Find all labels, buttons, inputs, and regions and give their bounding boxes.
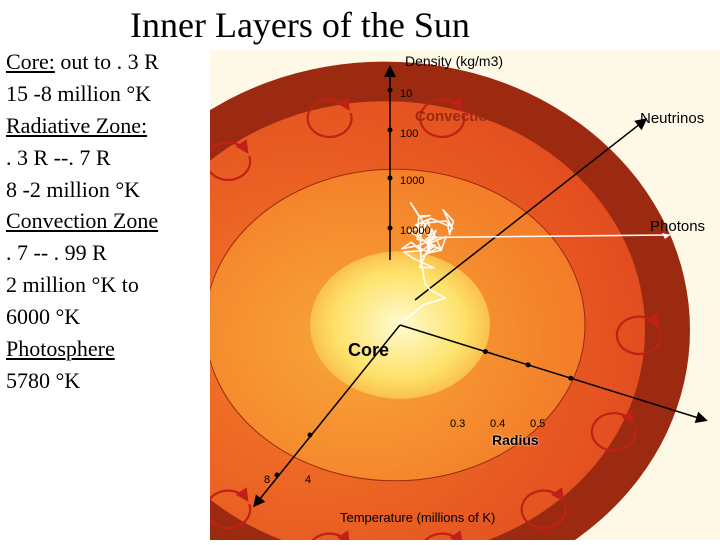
radiative-temp: 8 -2 million °K	[6, 174, 206, 206]
neutrinos-label: Neutrinos	[640, 110, 704, 127]
photosphere-temp: 5780 °K	[6, 365, 206, 397]
page-title: Inner Layers of the Sun	[130, 4, 470, 46]
layer-text-column: Core: out to . 3 R 15 -8 million °K Radi…	[6, 46, 206, 397]
convection-heading: Convection Zone	[6, 205, 206, 237]
y-tick-1000: 1000	[400, 175, 424, 187]
x-tick-4: 4	[305, 474, 311, 486]
core-range: out to . 3 R	[55, 49, 159, 74]
radius-tick-03: 0.3	[450, 418, 465, 430]
y-tick-10: 10	[400, 88, 412, 100]
radiative-heading: Radiative Zone:	[6, 110, 206, 142]
y-tick-100: 100	[400, 128, 418, 140]
core-zone-label: Core	[348, 340, 389, 361]
convection-range: . 7 -- . 99 R	[6, 237, 206, 269]
core-temp: 15 -8 million °K	[6, 78, 206, 110]
sun-cutaway-diagram: Density (kg/m3) 10 100 1000 10000 8 4 Te…	[210, 50, 720, 540]
photons-label: Photons	[650, 218, 705, 235]
radius-axis-label: Radius	[492, 432, 539, 448]
photosphere-heading: Photosphere	[6, 333, 206, 365]
radiative-range: . 3 R --. 7 R	[6, 142, 206, 174]
convection-temp-1: 2 million °K to	[6, 269, 206, 301]
convection-temp-2: 6000 °K	[6, 301, 206, 333]
core-heading: Core:	[6, 49, 55, 74]
convection-zone-label: Convection Zone	[415, 108, 537, 125]
y-tick-10000: 10000	[400, 225, 431, 237]
radius-tick-05: 0.5	[530, 418, 545, 430]
x-tick-8: 8	[264, 474, 270, 486]
x-axis-label: Temperature (millions of K)	[340, 510, 495, 525]
radius-tick-04: 0.4	[490, 418, 505, 430]
y-axis-label: Density (kg/m3)	[405, 53, 503, 69]
core-line: Core: out to . 3 R	[6, 46, 206, 78]
